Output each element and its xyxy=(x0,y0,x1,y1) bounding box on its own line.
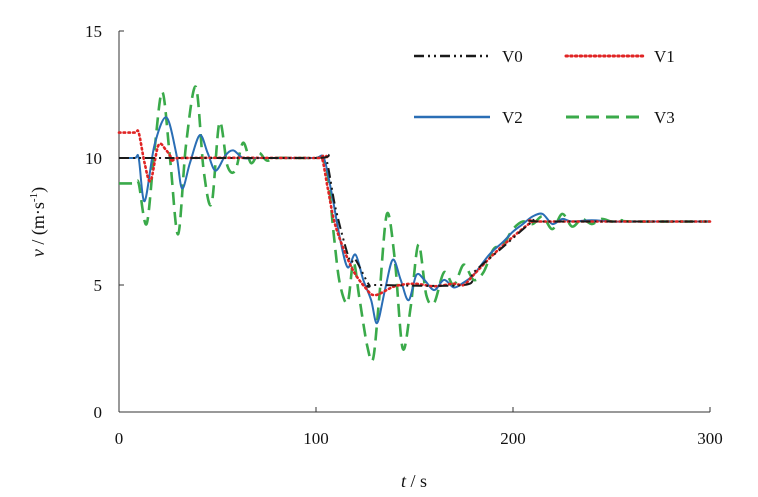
x-axis-label: t / s xyxy=(401,471,427,491)
x-tick-label: 200 xyxy=(500,429,526,448)
legend-label-v3: V3 xyxy=(654,108,675,127)
series-line-v2 xyxy=(118,116,710,325)
y-tick-label: 10 xyxy=(85,149,102,168)
legend-label-v2: V2 xyxy=(502,108,523,127)
series-line-v3 xyxy=(119,85,711,363)
x-tick-label: 0 xyxy=(115,429,124,448)
y-tick-label: 5 xyxy=(94,276,103,295)
legend-label-v1: V1 xyxy=(654,47,675,66)
y-axis-unit-post: ) xyxy=(28,187,49,193)
legend: V0 V1 V2 V3 xyxy=(414,47,675,127)
series-line-v0 xyxy=(118,153,710,288)
series-line-v1 xyxy=(117,129,712,297)
y-tick-label: 0 xyxy=(94,403,103,422)
x-axis-var: t xyxy=(401,471,407,491)
y-axis-unit-pre: / (m·s xyxy=(28,202,49,249)
y-axis-label: v / (m·s-1) xyxy=(28,187,49,257)
legend-label-v0: V0 xyxy=(502,47,523,66)
x-axis-unit: / s xyxy=(406,471,427,491)
x-tick-label: 100 xyxy=(303,429,329,448)
y-axis-var: v xyxy=(28,249,48,257)
y-axis-unit-sup: -1 xyxy=(28,193,40,202)
axes: 0 100 200 300 0 5 10 15 xyxy=(85,22,723,448)
y-tick-label: 15 xyxy=(85,22,102,41)
x-tick-label: 300 xyxy=(697,429,723,448)
series-layer xyxy=(117,85,712,363)
